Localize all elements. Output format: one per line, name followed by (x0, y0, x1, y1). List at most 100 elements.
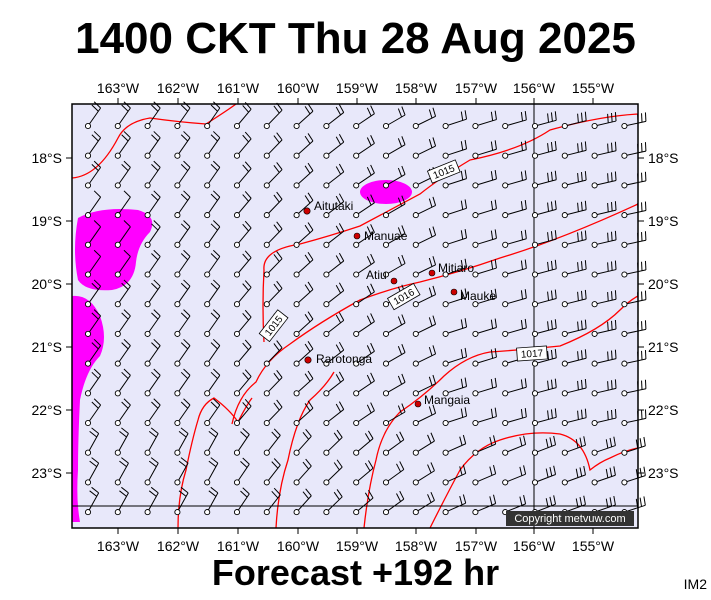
wind-barb (233, 339, 252, 367)
wind-barb (233, 457, 250, 486)
wind-barbs (84, 101, 647, 516)
wind-barb (204, 279, 221, 308)
wind-barb (472, 464, 497, 486)
wind-barb (353, 430, 374, 456)
wind-barb (502, 407, 527, 427)
wind-barb (502, 289, 527, 308)
wind-barb (114, 249, 131, 278)
wind-barb (382, 254, 406, 278)
town-label: Manuae (364, 229, 408, 243)
wind-barb (233, 161, 252, 189)
wind-barb (233, 220, 252, 248)
wind-barb (591, 112, 617, 130)
wind-barb (442, 434, 467, 456)
town-mauke[interactable]: Mauke (450, 288, 496, 303)
town-aitutaki[interactable]: Aitutaki (303, 199, 354, 215)
wind-barb (561, 200, 587, 219)
town-manuae[interactable]: Manuae (353, 229, 408, 243)
wind-barb (472, 140, 497, 159)
wind-barb (174, 398, 191, 427)
wind-barb (114, 338, 131, 367)
wind-barb (353, 164, 375, 189)
wind-barb (353, 489, 374, 516)
wind-barb (204, 427, 219, 456)
wind-barb (174, 368, 191, 397)
wind-barb (204, 220, 221, 248)
wind-barb (531, 435, 557, 456)
lat-label-left: 20°S (31, 276, 62, 292)
wind-barb (174, 190, 191, 219)
wind-barb (412, 226, 437, 248)
wind-barb (174, 160, 191, 189)
image-tag: IM2 (683, 576, 707, 592)
wind-barb (204, 101, 221, 130)
wind-barb (412, 404, 437, 427)
town-dot-icon (304, 356, 312, 364)
wind-barb (204, 160, 221, 189)
wind-barb (293, 133, 314, 159)
wind-barb (591, 466, 616, 486)
wind-barb (84, 338, 102, 367)
wind-barb (472, 435, 497, 456)
wind-barb (382, 165, 406, 189)
wind-barb (531, 378, 557, 397)
wind-barb (591, 290, 617, 308)
wind-barb (204, 398, 221, 427)
wind-barb (472, 259, 497, 278)
wind-barb (382, 314, 406, 337)
town-dot-icon (353, 232, 361, 240)
wind-barb (382, 373, 406, 397)
town-dot-icon (390, 277, 398, 285)
wind-barb (263, 221, 283, 248)
town-label: Atiu (366, 268, 387, 282)
town-atiu[interactable]: Atiu (366, 268, 398, 285)
wind-barb (293, 458, 312, 486)
wind-barb (382, 490, 405, 516)
wind-barb (591, 349, 617, 367)
wind-barb (233, 427, 250, 456)
lon-label-top: 155°W (572, 80, 615, 96)
svg-text:1017: 1017 (521, 348, 544, 361)
wind-barb (293, 488, 312, 516)
wind-barb (323, 312, 345, 337)
wind-barb (531, 230, 557, 248)
wind-barb (263, 132, 283, 159)
wind-barb (531, 141, 557, 159)
wind-barb (204, 131, 221, 159)
wind-barb (502, 200, 527, 219)
wind-barb (204, 457, 219, 486)
wind-barb (263, 369, 283, 397)
town-mangaia[interactable]: Mangaia (414, 393, 470, 408)
wind-barb (442, 169, 468, 189)
wind-barb (412, 256, 437, 278)
map-title: 1400 CKT Thu 28 Aug 2025 (75, 14, 636, 63)
wind-barb (323, 252, 345, 278)
lon-label-bottom: 161°W (217, 538, 260, 554)
wind-barb (144, 457, 159, 486)
wind-barb (382, 136, 406, 159)
wind-barb (263, 428, 281, 456)
wind-barb (502, 435, 527, 456)
wind-barb (323, 429, 343, 456)
wind-barb (591, 171, 617, 189)
wind-barb (263, 280, 283, 308)
wind-barb (531, 348, 557, 367)
wind-barb (621, 436, 646, 456)
lat-label-left: 21°S (31, 339, 62, 355)
wind-barb (442, 407, 468, 427)
wind-barb (84, 457, 100, 486)
town-rarotonga[interactable]: Rarotonga (304, 352, 373, 366)
wind-barb (263, 251, 283, 278)
wind-barb (531, 259, 557, 278)
wind-barb (114, 398, 131, 427)
wind-barb (293, 222, 314, 248)
lon-label-bottom: 162°W (157, 538, 200, 554)
wind-barb (114, 101, 131, 130)
town-mitiaro[interactable]: Mitiaro (428, 261, 474, 277)
wind-barb (591, 319, 617, 337)
wind-barb (472, 229, 497, 248)
wind-barb (442, 288, 468, 308)
wind-barb (204, 309, 221, 337)
wind-barb (412, 345, 437, 367)
wind-barb (353, 105, 375, 130)
